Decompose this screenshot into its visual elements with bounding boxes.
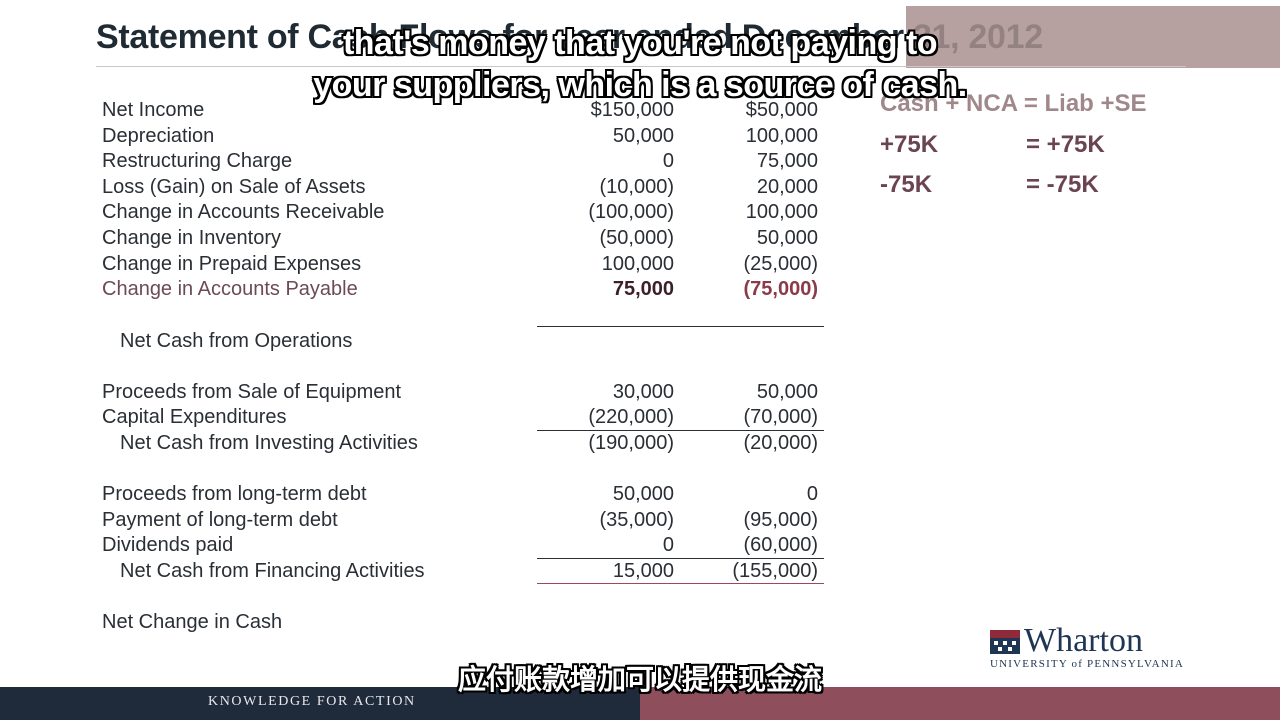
value-col1: 100,000 — [601, 253, 674, 275]
row-label: Dividends paid — [102, 534, 234, 556]
value-col1: 75,000 — [612, 278, 674, 300]
value-col2: 0 — [806, 483, 818, 505]
row-label: Net Cash from Investing Activities — [120, 432, 418, 454]
value-col1: 30,000 — [612, 381, 674, 403]
row-label: Proceeds from Sale of Equipment — [102, 381, 402, 403]
value-col1: (35,000) — [599, 509, 675, 531]
row-dividends: Dividends paid 0 (60,000) — [0, 533, 840, 558]
subtotal-rule-investing — [537, 430, 824, 431]
row-debt-payment: Payment of long-term debt (35,000) (95,0… — [0, 508, 840, 533]
row-net-income: Net Income $150,000 $50,000 — [0, 98, 840, 123]
row-label: Depreciation — [102, 125, 215, 147]
equation-line2-right: = -75K — [1026, 171, 1099, 198]
shield-icon — [990, 630, 1020, 654]
equation-line1-right: = +75K — [1026, 131, 1105, 158]
row-label: Net Cash from Financing Activities — [120, 560, 425, 582]
wharton-logo: Wharton UNIVERSITY of PENNSYLVANIA — [988, 622, 1198, 672]
row-net-change-cash: Net Change in Cash — [0, 610, 840, 635]
value-col2: (25,000) — [743, 253, 819, 275]
row-prepaid-expenses: Change in Prepaid Expenses 100,000 (25,0… — [0, 252, 840, 277]
row-net-cash-operations: Net Cash from Operations — [0, 329, 840, 354]
row-label: Net Cash from Operations — [120, 330, 353, 352]
row-depreciation: Depreciation 50,000 100,000 — [0, 124, 840, 149]
logo-subtitle: UNIVERSITY of PENNSYLVANIA — [990, 658, 1184, 670]
value-col1: (190,000) — [588, 432, 674, 454]
value-col1: $150,000 — [590, 99, 674, 121]
subtotal-rule-financing — [537, 558, 824, 559]
value-col1: (50,000) — [599, 227, 675, 249]
value-col1: 50,000 — [612, 125, 674, 147]
row-loss-gain: Loss (Gain) on Sale of Assets (10,000) 2… — [0, 175, 840, 200]
subtitle-line-1: that's money that you're not paying to — [342, 24, 938, 62]
value-col2: $50,000 — [745, 99, 818, 121]
row-net-cash-financing: Net Cash from Financing Activities 15,00… — [0, 559, 840, 584]
value-col2: 50,000 — [756, 381, 818, 403]
row-label: Loss (Gain) on Sale of Assets — [102, 176, 366, 198]
value-col2: 100,000 — [745, 201, 818, 223]
subtitle-chinese: 应付账款增加可以提供现金流 — [457, 663, 822, 696]
value-col2: (155,000) — [732, 560, 818, 582]
row-accounts-receivable: Change in Accounts Receivable (100,000) … — [0, 200, 840, 225]
logo-wordmark: Wharton — [1024, 622, 1143, 659]
title-divider — [96, 66, 1186, 67]
value-col2: (60,000) — [743, 534, 819, 556]
row-label: Net Change in Cash — [102, 611, 283, 633]
row-label: Proceeds from long-term debt — [102, 483, 367, 505]
value-col1: 50,000 — [612, 483, 674, 505]
value-col2: (95,000) — [743, 509, 819, 531]
row-sale-of-equipment: Proceeds from Sale of Equipment 30,000 5… — [0, 380, 840, 405]
row-accounts-payable: Change in Accounts Payable 75,000 (75,00… — [0, 277, 840, 302]
row-label: Restructuring Charge — [102, 150, 293, 172]
value-col2: 100,000 — [745, 125, 818, 147]
value-col1: (10,000) — [599, 176, 675, 198]
value-col1: 0 — [662, 534, 674, 556]
total-rule-financing — [537, 583, 824, 584]
value-col2: 50,000 — [756, 227, 818, 249]
row-label: Change in Accounts Payable — [102, 278, 358, 300]
slide-title: Statement of Cash Flows for year ended D… — [96, 18, 1043, 56]
value-col2: (75,000) — [743, 278, 819, 300]
row-capital-expenditures: Capital Expenditures (220,000) (70,000) — [0, 405, 840, 430]
footer-band-maroon — [640, 687, 1280, 720]
value-col1: 15,000 — [612, 560, 674, 582]
row-label: Payment of long-term debt — [102, 509, 338, 531]
value-col2: 75,000 — [756, 150, 818, 172]
row-label: Net Income — [102, 99, 205, 121]
row-net-cash-investing: Net Cash from Investing Activities (190,… — [0, 431, 840, 456]
equation-line2-left: -75K — [880, 171, 933, 198]
footer-tagline: KNOWLEDGE FOR ACTION — [208, 694, 416, 709]
value-col2: (20,000) — [743, 432, 819, 454]
subtotal-rule-operations — [537, 326, 824, 327]
value-col2: (70,000) — [743, 406, 819, 428]
subtitle-line-2: your suppliers, which is a source of cas… — [313, 66, 967, 104]
value-col2: 20,000 — [756, 176, 818, 198]
footer-band-navy — [0, 687, 640, 720]
row-debt-proceeds: Proceeds from long-term debt 50,000 0 — [0, 482, 840, 507]
row-inventory: Change in Inventory (50,000) 50,000 — [0, 226, 840, 251]
value-col1: 0 — [662, 150, 674, 172]
value-col1: (220,000) — [588, 406, 674, 428]
accounting-equation: Cash + NCA = Liab +SE — [880, 90, 1147, 117]
row-label: Capital Expenditures — [102, 406, 287, 428]
value-col1: (100,000) — [588, 201, 674, 223]
equation-line1-left: +75K — [880, 131, 939, 158]
row-label: Change in Prepaid Expenses — [102, 253, 362, 275]
row-label: Change in Accounts Receivable — [102, 201, 385, 223]
row-restructuring: Restructuring Charge 0 75,000 — [0, 149, 840, 174]
title-accent-box — [906, 6, 1280, 68]
row-label: Change in Inventory — [102, 227, 282, 249]
